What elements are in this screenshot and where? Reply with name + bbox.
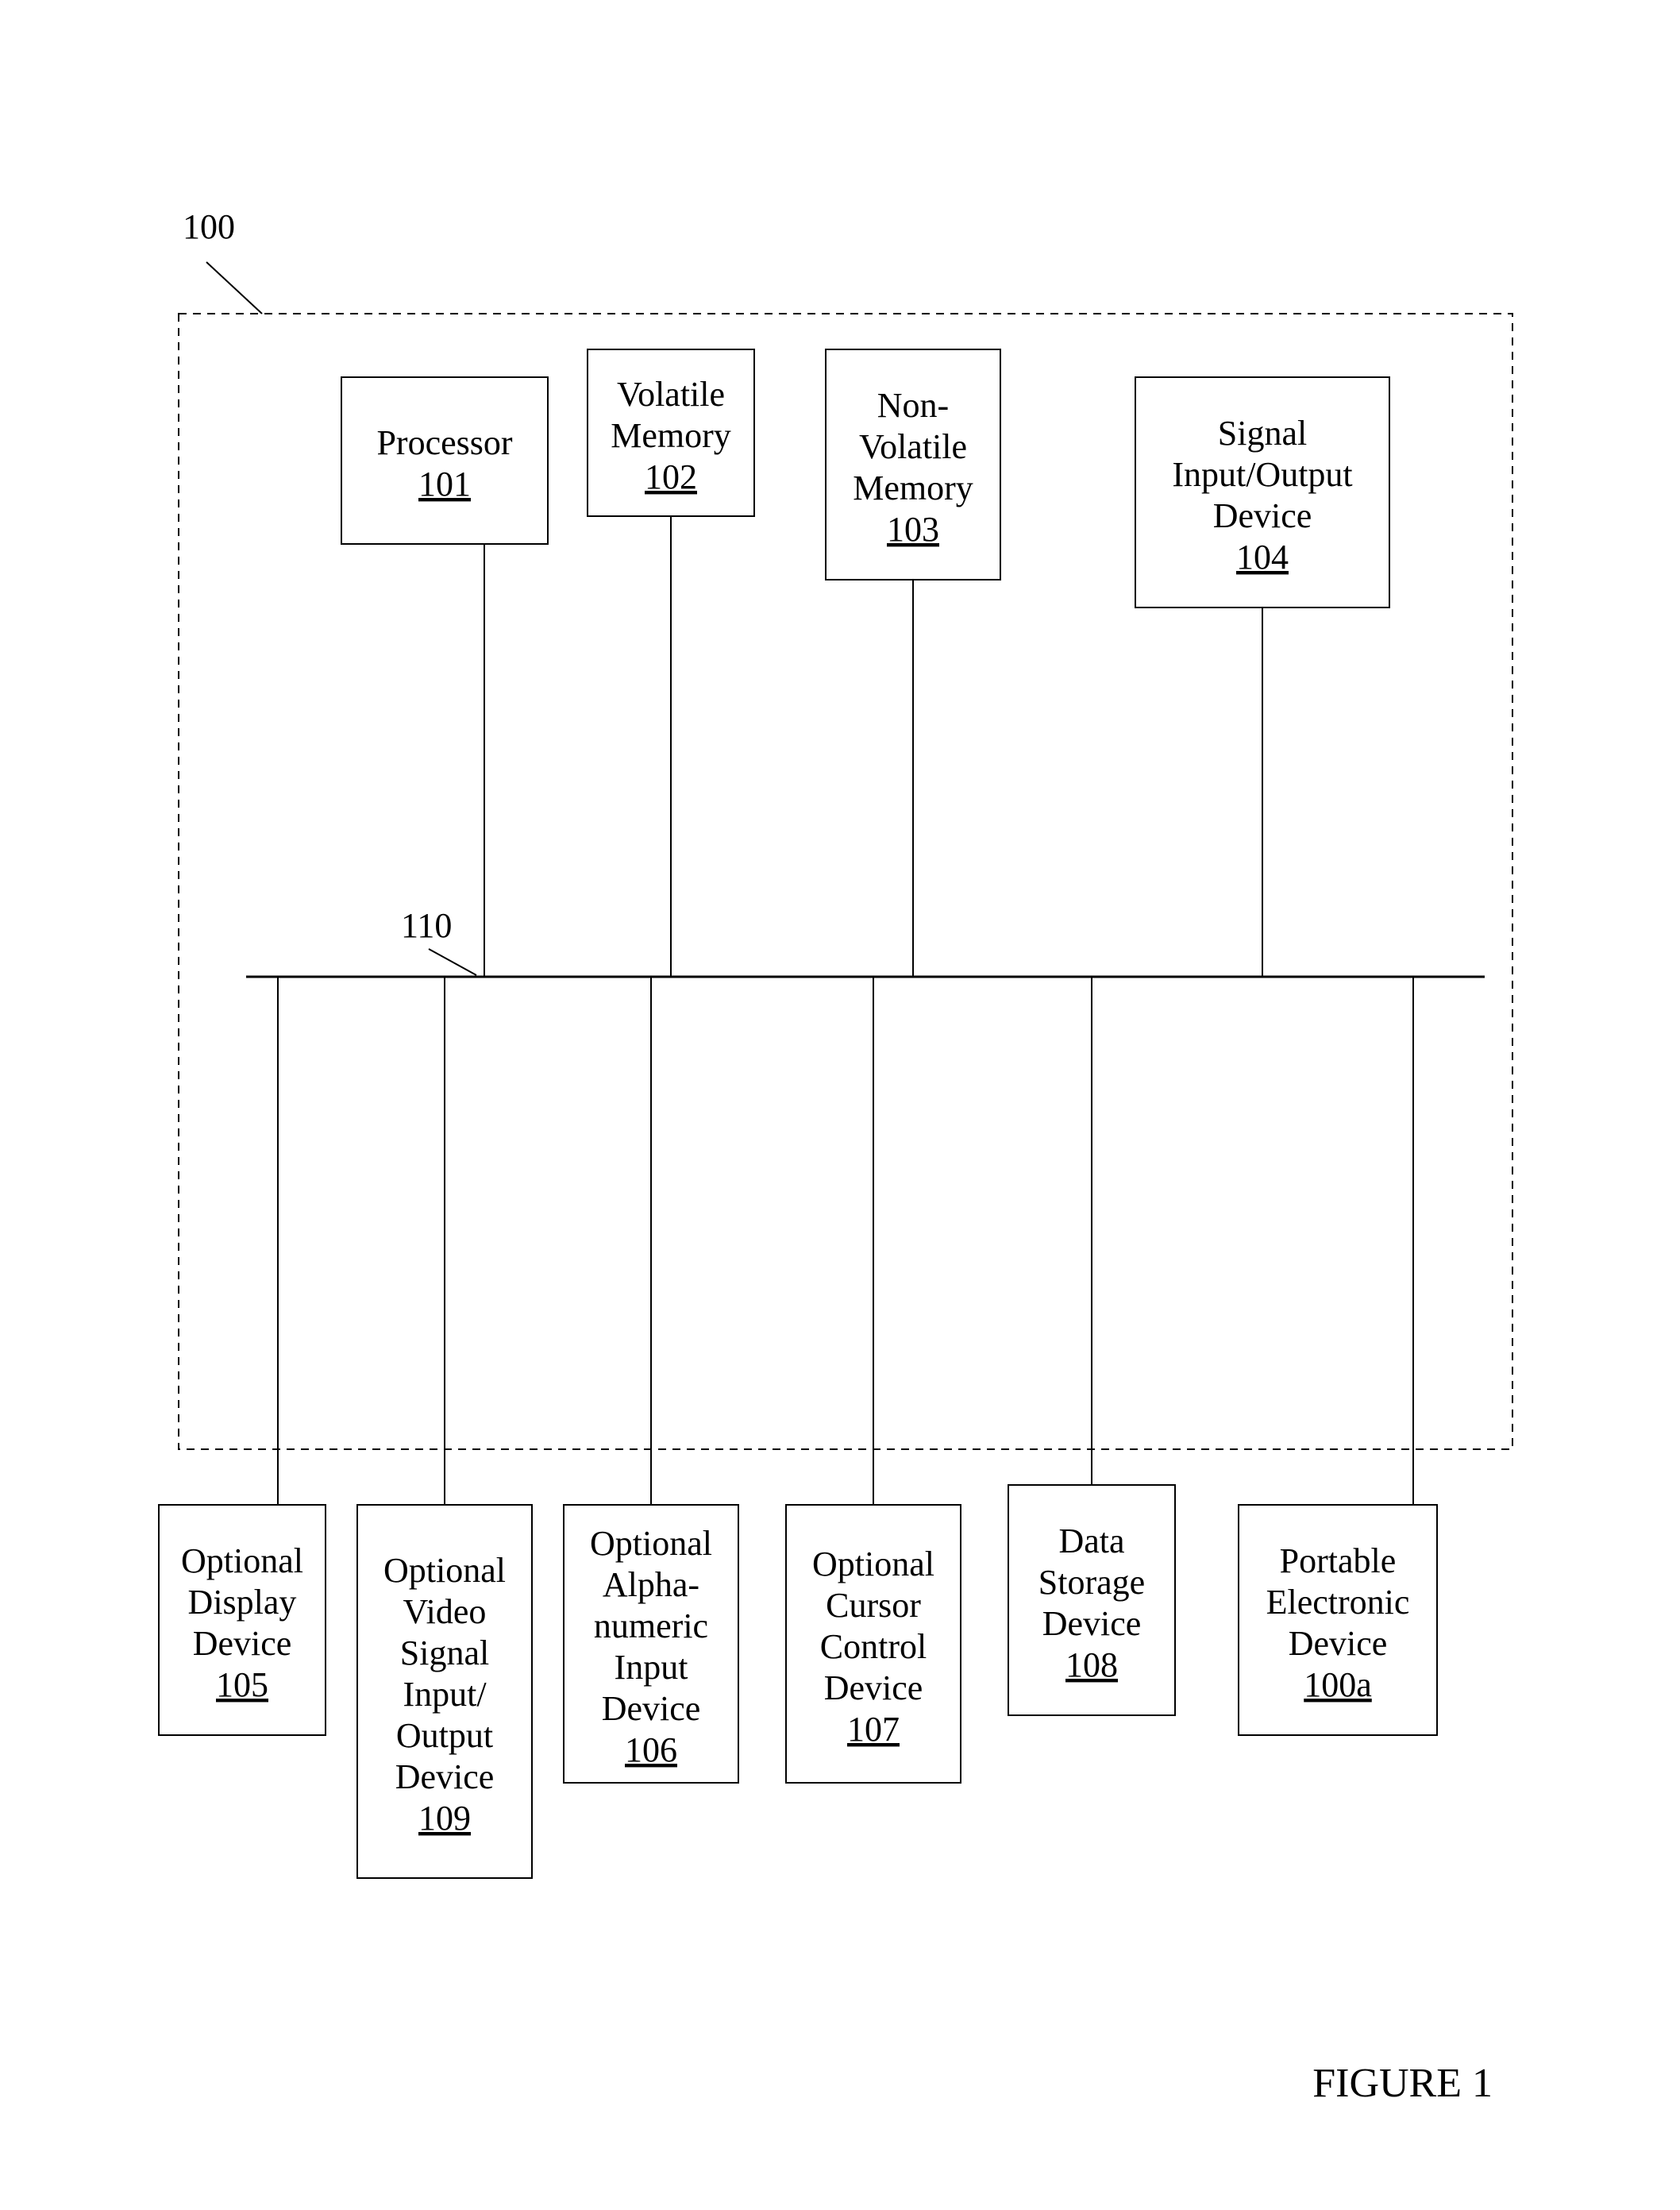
portable-label-2: Device xyxy=(1289,1624,1388,1663)
alnum-label-2: numeric xyxy=(594,1606,708,1645)
nvmem-ref: 103 xyxy=(887,510,939,549)
alnum-label-3: Input xyxy=(615,1648,688,1687)
cursor-label-1: Cursor xyxy=(826,1586,921,1625)
storage-label-2: Device xyxy=(1042,1604,1142,1643)
portable-label-1: Electronic xyxy=(1266,1583,1410,1622)
portable-label-0: Portable xyxy=(1280,1541,1397,1580)
processor-label-0: Processor xyxy=(376,423,512,462)
sigio-label-0: Signal xyxy=(1218,414,1307,453)
display-label-2: Device xyxy=(193,1624,292,1663)
nvmem-label-0: Non- xyxy=(877,386,949,425)
display-ref: 105 xyxy=(216,1665,268,1704)
videoio-label-4: Output xyxy=(396,1716,493,1755)
videoio-label-3: Input/ xyxy=(403,1675,487,1714)
display-label-0: Optional xyxy=(181,1541,303,1580)
cursor-ref: 107 xyxy=(847,1710,900,1749)
system-ref-label: 100 xyxy=(183,207,235,246)
storage-ref: 108 xyxy=(1065,1645,1118,1684)
nvmem-label-1: Volatile xyxy=(859,427,967,466)
videoio-label-5: Device xyxy=(395,1757,495,1796)
bus-ref-label: 110 xyxy=(401,906,452,945)
sigio-label-2: Device xyxy=(1213,496,1312,535)
storage-label-1: Storage xyxy=(1038,1563,1145,1602)
vmem-ref: 102 xyxy=(645,457,697,496)
vmem-label-1: Memory xyxy=(611,416,731,455)
cursor-label-3: Device xyxy=(824,1668,923,1707)
alnum-label-1: Alpha- xyxy=(603,1565,699,1604)
system-ref-leader xyxy=(206,262,262,314)
processor-ref: 101 xyxy=(418,465,471,503)
cursor-label-0: Optional xyxy=(812,1545,934,1583)
bus-ref-leader xyxy=(429,949,476,975)
system-block-diagram: 100110Processor101VolatileMemory102Non-V… xyxy=(0,0,1680,2210)
sigio-ref: 104 xyxy=(1236,538,1289,577)
figure-caption: FIGURE 1 xyxy=(1312,2061,1493,2106)
alnum-label-4: Device xyxy=(602,1689,701,1728)
videoio-label-0: Optional xyxy=(383,1551,506,1590)
videoio-label-1: Video xyxy=(403,1592,487,1631)
nvmem-label-2: Memory xyxy=(853,469,973,507)
videoio-ref: 109 xyxy=(418,1799,471,1838)
vmem-label-0: Volatile xyxy=(617,375,725,414)
storage-label-0: Data xyxy=(1058,1522,1124,1560)
cursor-label-2: Control xyxy=(820,1627,927,1666)
alnum-ref: 106 xyxy=(625,1730,677,1769)
display-label-1: Display xyxy=(188,1583,297,1622)
sigio-label-1: Input/Output xyxy=(1172,455,1352,494)
portable-ref: 100a xyxy=(1304,1665,1372,1704)
alnum-label-0: Optional xyxy=(590,1524,712,1563)
videoio-label-2: Signal xyxy=(400,1633,489,1672)
